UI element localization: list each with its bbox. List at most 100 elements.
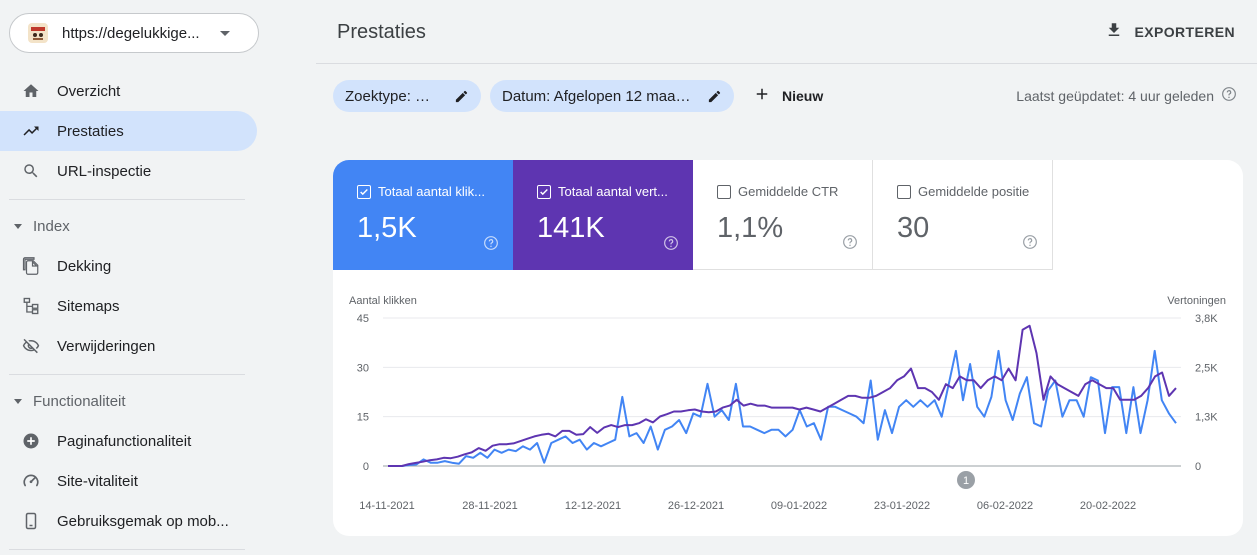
metric-name: Totaal aantal vert...	[558, 184, 668, 199]
metric-value: 141K	[537, 212, 605, 244]
caret-down-icon	[14, 223, 22, 229]
metric-value: 1,5K	[357, 212, 417, 244]
x-tick-label: 09-01-2022	[771, 500, 827, 512]
sidebar-item-label: Paginafunctionaliteit	[57, 432, 192, 450]
sidebar-item-prestaties[interactable]: Prestaties	[0, 111, 257, 151]
add-filter-button[interactable]: Nieuw	[753, 84, 823, 108]
metric-value: 30	[897, 212, 930, 244]
chip-label: Zoektype: Web	[345, 87, 444, 105]
y-tick-label-right: 1,3K	[1195, 412, 1218, 424]
annotation-label: 1	[963, 475, 969, 487]
property-url: https://degelukkige...	[62, 24, 200, 42]
sidebar-divider	[9, 549, 245, 550]
download-icon	[1105, 21, 1123, 44]
phone-icon	[22, 512, 40, 530]
sidebar-item-label: Gebruiksgemak op mob...	[57, 512, 229, 530]
plus-icon	[753, 85, 771, 108]
x-tick-label: 20-02-2022	[1080, 500, 1136, 512]
export-label: EXPORTEREN	[1134, 24, 1235, 40]
metric-name: Gemiddelde positie	[918, 184, 1030, 199]
annotation-marker	[957, 471, 975, 489]
metric-average-position[interactable]: Gemiddelde positie 30	[873, 160, 1053, 270]
caret-down-icon	[14, 398, 22, 404]
help-icon[interactable]	[842, 234, 858, 255]
help-icon[interactable]	[663, 235, 679, 256]
performance-card: Totaal aantal klik... 1,5K Totaal aantal…	[333, 160, 1243, 536]
metric-name: Gemiddelde CTR	[738, 184, 839, 199]
section-label: Index	[33, 217, 70, 235]
metric-name: Totaal aantal klik...	[378, 184, 485, 199]
x-tick-label: 28-11-2021	[462, 500, 517, 512]
site-favicon-icon	[27, 22, 49, 44]
performance-chart-svg: Aantal klikken Vertoningen 0 0 15 1,3K 30 2,5K 4…	[349, 295, 1226, 512]
eye-off-icon	[22, 337, 40, 355]
plus-circle-icon	[22, 432, 40, 450]
section-header-functionaliteit[interactable]: Functionaliteit	[0, 386, 257, 416]
home-icon	[22, 82, 40, 100]
checkbox-unchecked-icon[interactable]	[717, 184, 731, 199]
sidebar-item-site-vitaliteit[interactable]: Site-vitaliteit	[0, 461, 257, 501]
property-selector[interactable]: https://degelukkige...	[9, 13, 259, 53]
y-axis-label-left: Aantal klikken	[349, 295, 417, 307]
sidebar-item-label: Overzicht	[57, 82, 121, 100]
sidebar-item-paginafunctionaliteit[interactable]: Paginafunctionaliteit	[0, 421, 257, 461]
sidebar-item-url-inspectie[interactable]: URL-inspectie	[0, 151, 257, 191]
y-tick-label-right: 0	[1195, 461, 1201, 473]
checkbox-unchecked-icon[interactable]	[897, 184, 911, 199]
section-label: Functionaliteit	[33, 392, 126, 410]
sidebar-item-label: Verwijderingen	[57, 337, 156, 355]
metric-value: 1,1%	[717, 212, 784, 244]
sidebar-item-label: Sitemaps	[57, 297, 120, 315]
sidebar-item-dekking[interactable]: Dekking	[0, 246, 257, 286]
file-copy-icon	[22, 257, 40, 275]
sidebar-divider	[9, 199, 245, 200]
section-header-index[interactable]: Index	[0, 211, 257, 241]
filter-chip-search-type[interactable]: Zoektype: Web	[333, 80, 481, 112]
new-filter-label: Nieuw	[782, 88, 824, 104]
help-icon[interactable]	[1022, 234, 1038, 255]
x-tick-label: 26-12-2021	[668, 500, 724, 512]
y-tick-label-right: 2,5K	[1195, 362, 1218, 374]
x-tick-label: 23-01-2022	[874, 500, 930, 512]
gauge-icon	[22, 472, 40, 490]
sidebar-item-label: Dekking	[57, 257, 112, 275]
sidebar-divider	[9, 374, 245, 375]
chip-label: Datum: Afgelopen 12 maand...	[502, 87, 696, 105]
filter-chip-date[interactable]: Datum: Afgelopen 12 maand...	[490, 80, 734, 112]
sitemap-icon	[22, 297, 40, 315]
sidebar-item-gebruiksgemak[interactable]: Gebruiksgemak op mob...	[0, 501, 257, 541]
series-line-clicks	[388, 349, 1177, 467]
series-line-impressions	[388, 324, 1177, 467]
x-tick-label: 12-12-2021	[565, 500, 621, 512]
metric-average-ctr[interactable]: Gemiddelde CTR 1,1%	[693, 160, 873, 270]
checkbox-checked-icon[interactable]	[537, 184, 551, 199]
metric-total-impressions[interactable]: Totaal aantal vert... 141K	[513, 160, 693, 270]
help-icon[interactable]	[483, 235, 499, 256]
sidebar-item-label: Site-vitaliteit	[57, 472, 138, 490]
x-tick-label: 14-11-2021	[359, 500, 414, 512]
main-content: Prestaties EXPORTEREN Zoektype: Web Datu…	[316, 0, 1257, 555]
page-title: Prestaties	[337, 21, 426, 43]
y-tick-label-left: 0	[363, 461, 369, 473]
metric-total-clicks[interactable]: Totaal aantal klik... 1,5K	[333, 160, 513, 270]
header-divider	[316, 63, 1257, 64]
y-tick-label-left: 15	[357, 412, 369, 424]
y-axis-label-right: Vertoningen	[1167, 295, 1226, 307]
sidebar-item-overzicht[interactable]: Overzicht	[0, 71, 257, 111]
help-icon[interactable]	[1221, 86, 1237, 105]
pencil-icon[interactable]	[453, 88, 469, 104]
sidebar: https://degelukkige... Overzicht Prestat…	[0, 0, 273, 555]
y-tick-label-right: 3,8K	[1195, 313, 1218, 325]
sidebar-item-label: Prestaties	[57, 122, 124, 140]
pencil-icon[interactable]	[706, 88, 722, 104]
search-icon	[22, 162, 40, 180]
y-tick-label-left: 30	[357, 362, 369, 374]
sidebar-item-sitemaps[interactable]: Sitemaps	[0, 286, 257, 326]
chevron-down-icon	[220, 30, 230, 36]
x-tick-label: 06-02-2022	[977, 500, 1033, 512]
sidebar-item-label: URL-inspectie	[57, 162, 152, 180]
export-button[interactable]: EXPORTEREN	[1105, 18, 1235, 46]
sidebar-item-verwijderingen[interactable]: Verwijderingen	[0, 326, 257, 366]
last-updated: Laatst geüpdatet: 4 uur geleden	[1016, 86, 1237, 105]
checkbox-checked-icon[interactable]	[357, 184, 371, 199]
